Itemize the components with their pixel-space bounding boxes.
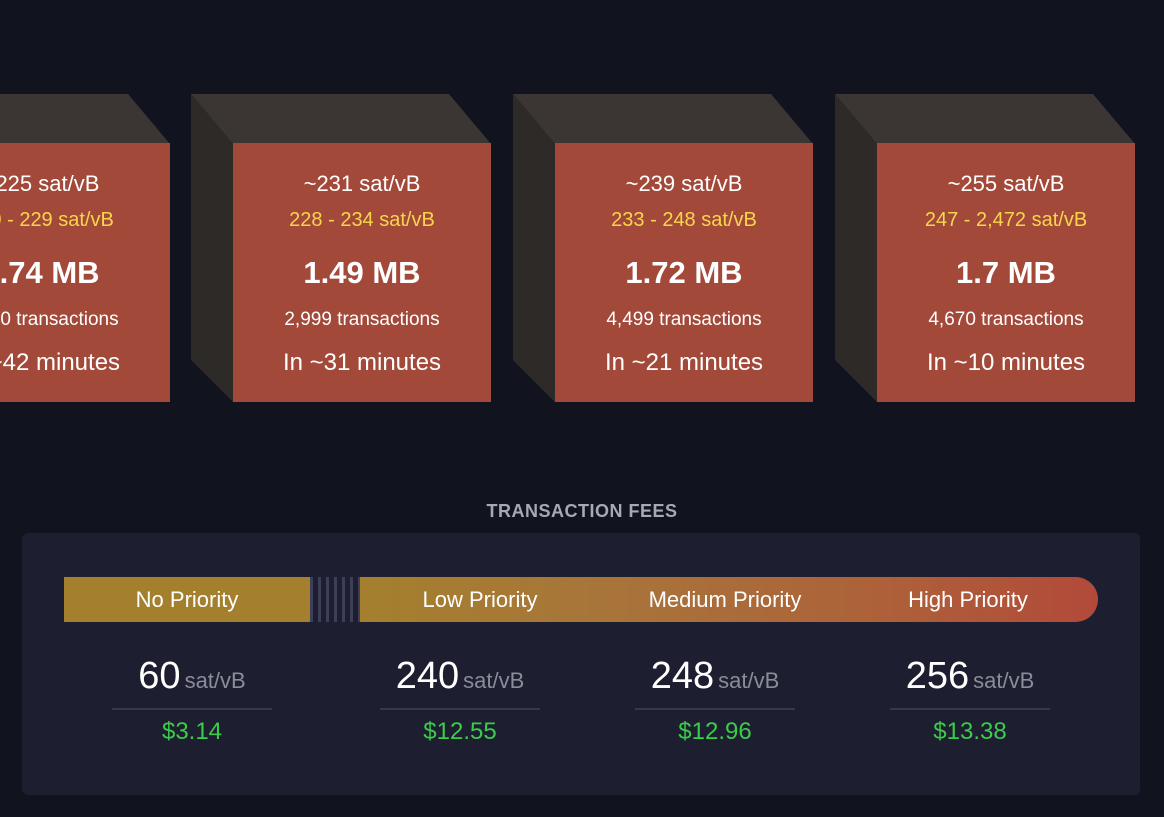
block-eta: In ~10 minutes bbox=[926, 349, 1086, 376]
fee-rate-unit: sat/vB bbox=[463, 668, 525, 693]
block-size: 1.74 MB bbox=[0, 255, 100, 290]
fee-rate: 256 sat/vB bbox=[890, 655, 1050, 710]
mempool-block[interactable]: ~231 sat/vB 228 - 234 sat/vB 1.49 MB 2,9… bbox=[191, 94, 491, 402]
block-tx-count: 4,499 transactions bbox=[606, 309, 762, 330]
block-eta: In ~21 minutes bbox=[604, 349, 764, 376]
block-top-face bbox=[191, 94, 491, 144]
fees-section-title: TRANSACTION FEES bbox=[486, 501, 678, 521]
block-top-face bbox=[513, 94, 813, 144]
block-median-fee: ~255 sat/vB bbox=[947, 171, 1065, 196]
fee-usd-value: $13.38 bbox=[933, 718, 1007, 745]
block-front-face: ~231 sat/vB 228 - 234 sat/vB 1.49 MB 2,9… bbox=[233, 143, 491, 402]
priority-gradient-bar bbox=[360, 577, 1098, 622]
fee-estimate-low-priority: 240 sat/vB $12.55 bbox=[380, 655, 540, 746]
block-median-fee: ~239 sat/vB bbox=[625, 171, 743, 196]
priority-gap-stripes bbox=[310, 577, 360, 622]
block-side-face bbox=[835, 94, 877, 402]
no-priority-label: No Priority bbox=[135, 587, 239, 612]
block-fee-range: 233 - 248 sat/vB bbox=[611, 209, 757, 231]
low-priority-label: Low Priority bbox=[422, 587, 538, 612]
fee-estimate-high-priority: 256 sat/vB $13.38 bbox=[890, 655, 1050, 746]
fee-rate-unit: sat/vB bbox=[718, 668, 780, 693]
block-front-face: ~255 sat/vB 247 - 2,472 sat/vB 1.7 MB 4,… bbox=[877, 143, 1135, 402]
block-eta: In ~31 minutes bbox=[282, 349, 442, 376]
fee-rate-value: 256 bbox=[905, 655, 970, 697]
high-priority-label: High Priority bbox=[908, 587, 1028, 612]
fee-rate-unit: sat/vB bbox=[973, 668, 1035, 693]
block-side-face bbox=[191, 94, 233, 402]
fee-usd-value: $3.14 bbox=[161, 718, 223, 745]
no-priority-bar bbox=[64, 577, 310, 622]
mempool-block[interactable]: ~239 sat/vB 233 - 248 sat/vB 1.72 MB 4,4… bbox=[513, 94, 813, 402]
block-fee-range: 228 - 234 sat/vB bbox=[289, 209, 435, 231]
medium-priority-label: Medium Priority bbox=[648, 587, 802, 612]
block-tx-count: 4,670 transactions bbox=[928, 309, 1084, 330]
fee-rate: 248 sat/vB bbox=[635, 655, 795, 710]
mempool-block[interactable]: ~225 sat/vB 220 - 229 sat/vB 1.74 MB 3,0… bbox=[0, 94, 170, 402]
block-fee-range: 220 - 229 sat/vB bbox=[0, 209, 114, 231]
block-size: 1.72 MB bbox=[625, 255, 743, 290]
block-top-face bbox=[835, 94, 1135, 144]
fee-usd-value: $12.96 bbox=[678, 718, 752, 745]
fee-rate-unit: sat/vB bbox=[184, 668, 246, 693]
fee-rate-value: 60 bbox=[138, 655, 181, 697]
block-front-face: ~239 sat/vB 233 - 248 sat/vB 1.72 MB 4,4… bbox=[555, 143, 813, 402]
fee-rate-value: 248 bbox=[650, 655, 715, 697]
block-size: 1.7 MB bbox=[956, 255, 1056, 290]
fee-rate-value: 240 bbox=[395, 655, 460, 697]
block-size: 1.49 MB bbox=[303, 255, 421, 290]
block-fee-range: 247 - 2,472 sat/vB bbox=[924, 209, 1088, 231]
block-side-face bbox=[513, 94, 555, 402]
block-eta: In ~42 minutes bbox=[0, 349, 121, 376]
block-tx-count: 2,999 transactions bbox=[284, 309, 440, 330]
fee-estimate-medium-priority: 248 sat/vB $12.96 bbox=[635, 655, 795, 746]
fees-panel bbox=[22, 533, 1140, 795]
fee-usd-value: $12.55 bbox=[423, 718, 497, 745]
fee-rate: 60 sat/vB bbox=[112, 655, 272, 710]
block-front-face: ~225 sat/vB 220 - 229 sat/vB 1.74 MB 3,0… bbox=[0, 143, 170, 402]
block-median-fee: ~231 sat/vB bbox=[303, 171, 421, 196]
fee-rate: 240 sat/vB bbox=[380, 655, 540, 710]
block-median-fee: ~225 sat/vB bbox=[0, 171, 100, 196]
block-tx-count: 3,080 transactions bbox=[0, 309, 119, 330]
block-top-face bbox=[0, 94, 170, 144]
mempool-block[interactable]: ~255 sat/vB 247 - 2,472 sat/vB 1.7 MB 4,… bbox=[835, 94, 1135, 402]
fee-estimate-no-priority: 60 sat/vB $3.14 bbox=[112, 655, 272, 746]
